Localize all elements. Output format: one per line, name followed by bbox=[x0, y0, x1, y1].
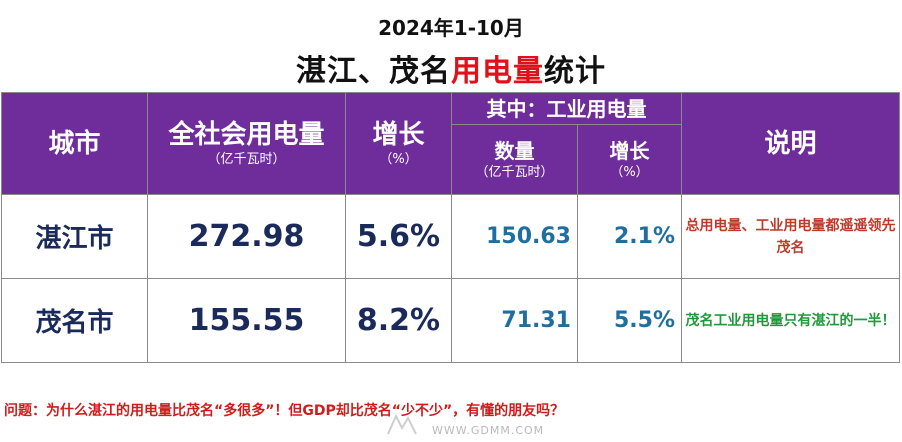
header-growth-unit: （%） bbox=[379, 151, 418, 167]
title-period: 2024年1-10月 bbox=[378, 16, 524, 40]
watermark-logo bbox=[387, 413, 417, 435]
cell-total: 155.55 bbox=[147, 278, 346, 363]
cell-growth: 8.2% bbox=[345, 278, 452, 363]
header-growth: 增长 （%） bbox=[345, 92, 452, 195]
cell-total: 272.98 bbox=[147, 194, 346, 279]
header-note: 说明 bbox=[681, 92, 900, 195]
stats-table: 城市 全社会用电量 （亿千瓦时） 增长 （%） 其中：工业用电量 说明 数量 （… bbox=[1, 92, 900, 363]
header-total: 全社会用电量 （亿千瓦时） bbox=[147, 92, 346, 195]
cell-ind-growth: 2.1% bbox=[577, 194, 682, 279]
table-row: 茂名市 155.55 8.2% 71.31 5.5% 茂名工业用电量只有湛江的一… bbox=[1, 278, 900, 363]
header-row-1: 城市 全社会用电量 （亿千瓦时） 增长 （%） 其中：工业用电量 说明 bbox=[1, 92, 900, 195]
cell-city: 茂名市 bbox=[1, 278, 148, 363]
title-block: 2024年1-10月 湛江、茂名用电量统计 bbox=[0, 0, 902, 92]
table-row: 湛江市 272.98 5.6% 150.63 2.1% 总用电量、工业用电量都遥… bbox=[1, 194, 900, 279]
title-highlight: 用电量 bbox=[451, 54, 544, 89]
cell-ind-growth: 5.5% bbox=[577, 278, 682, 363]
header-ind-qty: 数量 （亿千瓦时） bbox=[451, 124, 578, 195]
header-ind-growth: 增长 （%） bbox=[577, 124, 682, 195]
question-text: 问题：为什么湛江的用电量比茂名“多很多”！但GDP却比茂名“少不少”，有懂的朋友… bbox=[4, 403, 565, 419]
header-ind-growth-label: 增长 bbox=[609, 138, 650, 163]
cell-note: 总用电量、工业用电量都遥遥领先茂名 bbox=[681, 194, 900, 279]
header-total-label: 全社会用电量 bbox=[168, 119, 325, 150]
header-city: 城市 bbox=[1, 92, 148, 195]
header-industrial-group: 其中：工业用电量 bbox=[451, 92, 682, 125]
header-ind-qty-unit: （亿千瓦时） bbox=[475, 164, 554, 180]
title-prefix: 湛江、茂名 bbox=[296, 54, 451, 89]
header-growth-label: 增长 bbox=[372, 119, 425, 150]
watermark-text: WWW.GDMM.COM bbox=[432, 424, 545, 437]
cell-note: 茂名工业用电量只有湛江的一半！ bbox=[681, 278, 900, 363]
header-total-unit: （亿千瓦时） bbox=[207, 151, 286, 167]
cell-ind-qty: 71.31 bbox=[451, 278, 578, 363]
title-suffix: 统计 bbox=[544, 54, 606, 89]
cell-city: 湛江市 bbox=[1, 194, 148, 279]
header-ind-growth-unit: （%） bbox=[610, 164, 649, 180]
header-ind-qty-label: 数量 bbox=[494, 138, 535, 163]
header-row-2: 数量 （亿千瓦时） 增长 （%） bbox=[2, 124, 900, 195]
cell-growth: 5.6% bbox=[345, 194, 452, 279]
title-main: 湛江、茂名用电量统计 bbox=[0, 46, 902, 90]
cell-ind-qty: 150.63 bbox=[451, 194, 578, 279]
